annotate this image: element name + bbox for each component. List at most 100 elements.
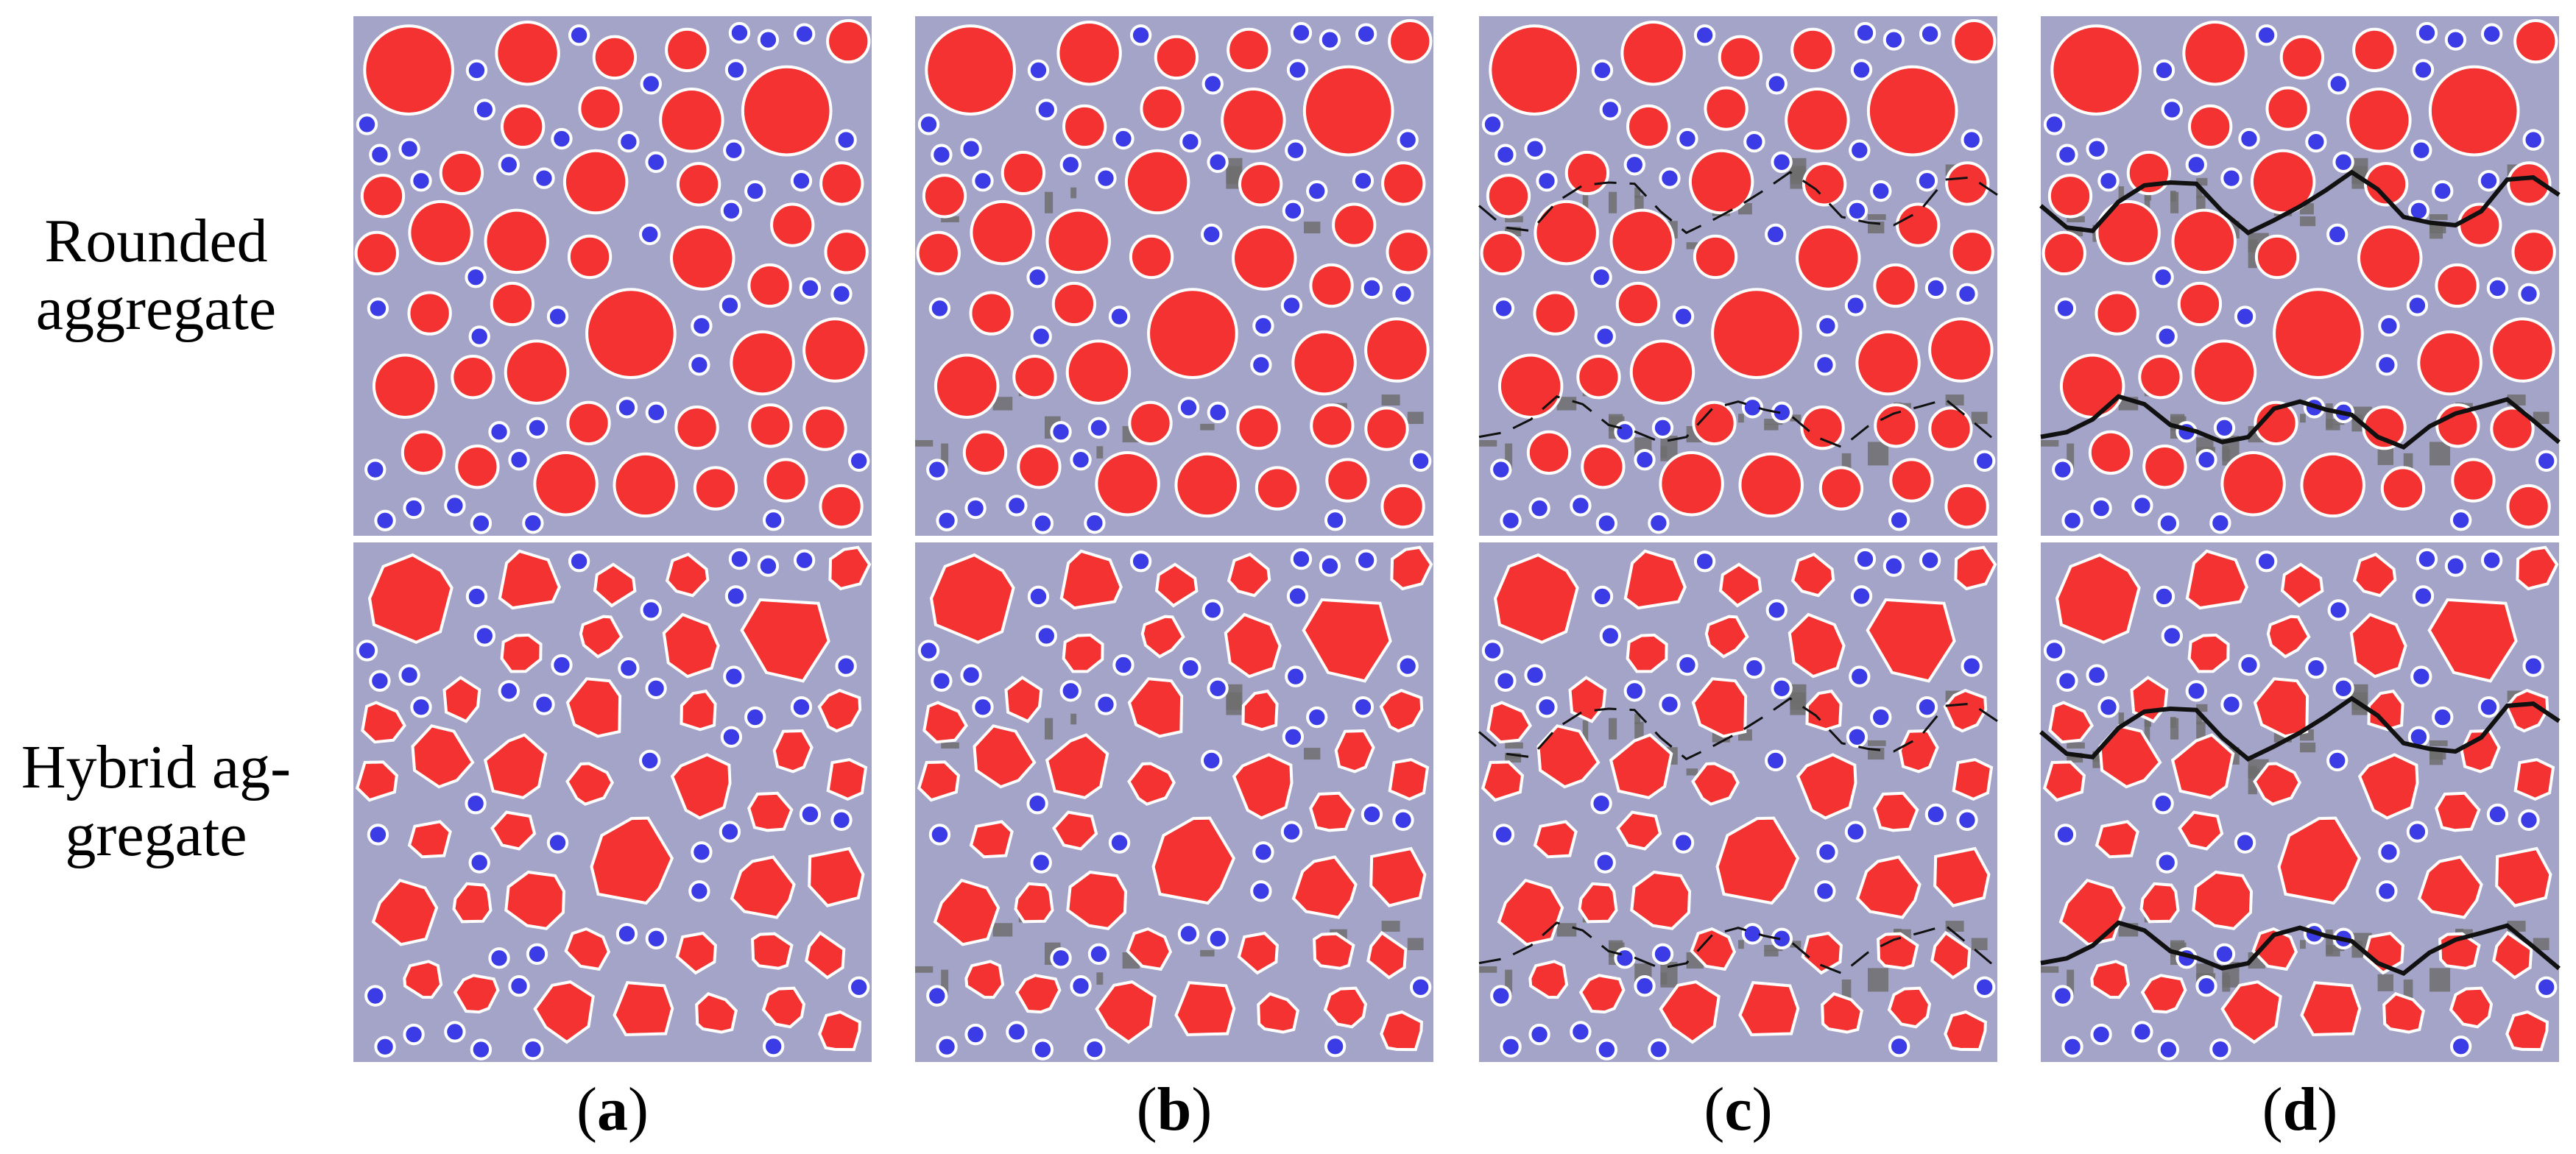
small-particle [1741, 397, 1764, 419]
small-particle [1854, 548, 1877, 570]
aggregate [1715, 816, 1800, 905]
small-particle [1177, 923, 1200, 945]
damage-zone [2326, 930, 2333, 955]
small-particle [1252, 315, 1274, 337]
aggregate [1014, 974, 1062, 1014]
small-particle [1495, 670, 1517, 692]
damage-zone [1634, 713, 1641, 725]
small-particle [1882, 29, 1905, 51]
small-particle [2195, 449, 2217, 471]
small-particle [1765, 749, 1787, 772]
aggregate [564, 927, 611, 971]
row-label-line: aggregate [36, 275, 276, 343]
damage-zone [1868, 214, 1886, 220]
small-particle [723, 665, 745, 687]
crack [1478, 697, 1998, 761]
aggregate [1140, 86, 1185, 131]
small-particle [936, 509, 958, 531]
damage-zone [1304, 748, 1321, 760]
aggregate [1630, 870, 1692, 930]
damage-zone [1407, 938, 1424, 951]
damage-zone [2300, 742, 2316, 753]
small-particle [2157, 512, 2180, 534]
crack [1478, 171, 1998, 235]
small-particle [2432, 180, 2454, 202]
small-particle [1916, 169, 1938, 192]
small-particle [1319, 555, 1341, 577]
small-particle [640, 599, 662, 621]
small-particle [444, 1021, 466, 1043]
aggregate [1310, 403, 1355, 448]
aggregate [1480, 230, 1525, 276]
aggregate [1801, 931, 1843, 975]
small-particle [1397, 129, 1419, 151]
aggregate [2273, 288, 2364, 379]
small-particle [728, 548, 751, 570]
small-particle [1500, 1036, 1522, 1058]
aggregate [483, 733, 548, 800]
damage-zone [2377, 447, 2393, 465]
damage-zone [2429, 214, 2448, 220]
small-particle [960, 664, 982, 686]
aggregate [2505, 688, 2549, 733]
small-particle [1570, 1021, 1592, 1043]
aggregate [730, 855, 796, 919]
aggregate [1738, 452, 1804, 518]
small-particle [526, 943, 548, 965]
panel-label-suffix: ) [1191, 1075, 1212, 1144]
damage-zone [2067, 742, 2085, 749]
damage-zone [1479, 439, 1497, 447]
small-particle [1849, 665, 1871, 687]
damage-zone [941, 216, 959, 223]
small-particle [1252, 841, 1274, 863]
aggregate [1615, 281, 1661, 327]
aggregate [969, 820, 1014, 859]
small-particle [1201, 223, 1223, 246]
small-particle [1693, 24, 1716, 46]
damage-zone [2326, 949, 2340, 957]
aggregate [674, 405, 719, 450]
small-particle [410, 170, 432, 192]
small-particle [1595, 512, 1618, 534]
aggregate [455, 445, 500, 489]
aggregate [2187, 633, 2230, 673]
damage-zone [1790, 414, 1802, 422]
small-particle [1095, 693, 1117, 715]
small-particle [1590, 793, 1612, 815]
aggregate [1126, 927, 1173, 971]
small-particle [1634, 449, 1656, 471]
damage-zone [1764, 418, 1783, 425]
small-particle [835, 129, 857, 151]
aggregate [1390, 545, 1433, 591]
small-particle [1108, 305, 1131, 328]
small-particle [2522, 655, 2544, 677]
aggregate [1379, 688, 1424, 733]
damage-zone [915, 439, 934, 447]
aggregate [1014, 882, 1054, 924]
small-particle [2535, 450, 2558, 472]
small-particle [367, 824, 389, 846]
small-particle [1492, 297, 1515, 319]
small-particle [793, 23, 816, 45]
aggregate [1227, 27, 1271, 73]
aggregate [1945, 161, 1990, 206]
small-particle [1179, 130, 1201, 153]
aggregate [675, 931, 717, 975]
small-particle [645, 677, 667, 699]
small-particle [1027, 585, 1050, 608]
aggregate [2300, 452, 2365, 518]
aggregate [2188, 104, 2233, 149]
small-particle [2518, 283, 2540, 305]
small-particle [1916, 695, 1938, 718]
small-particle [1280, 294, 1303, 316]
damage-zone [941, 969, 949, 996]
damage-zone [2300, 216, 2316, 227]
aggregate [2417, 330, 2483, 396]
damage-zone [1505, 742, 1523, 749]
damage-zone [992, 397, 1013, 411]
small-particle [964, 497, 987, 520]
small-particle [1490, 985, 1512, 1007]
damage-zone [2170, 718, 2179, 740]
aggregate [2357, 225, 2423, 291]
small-particle [473, 99, 495, 121]
